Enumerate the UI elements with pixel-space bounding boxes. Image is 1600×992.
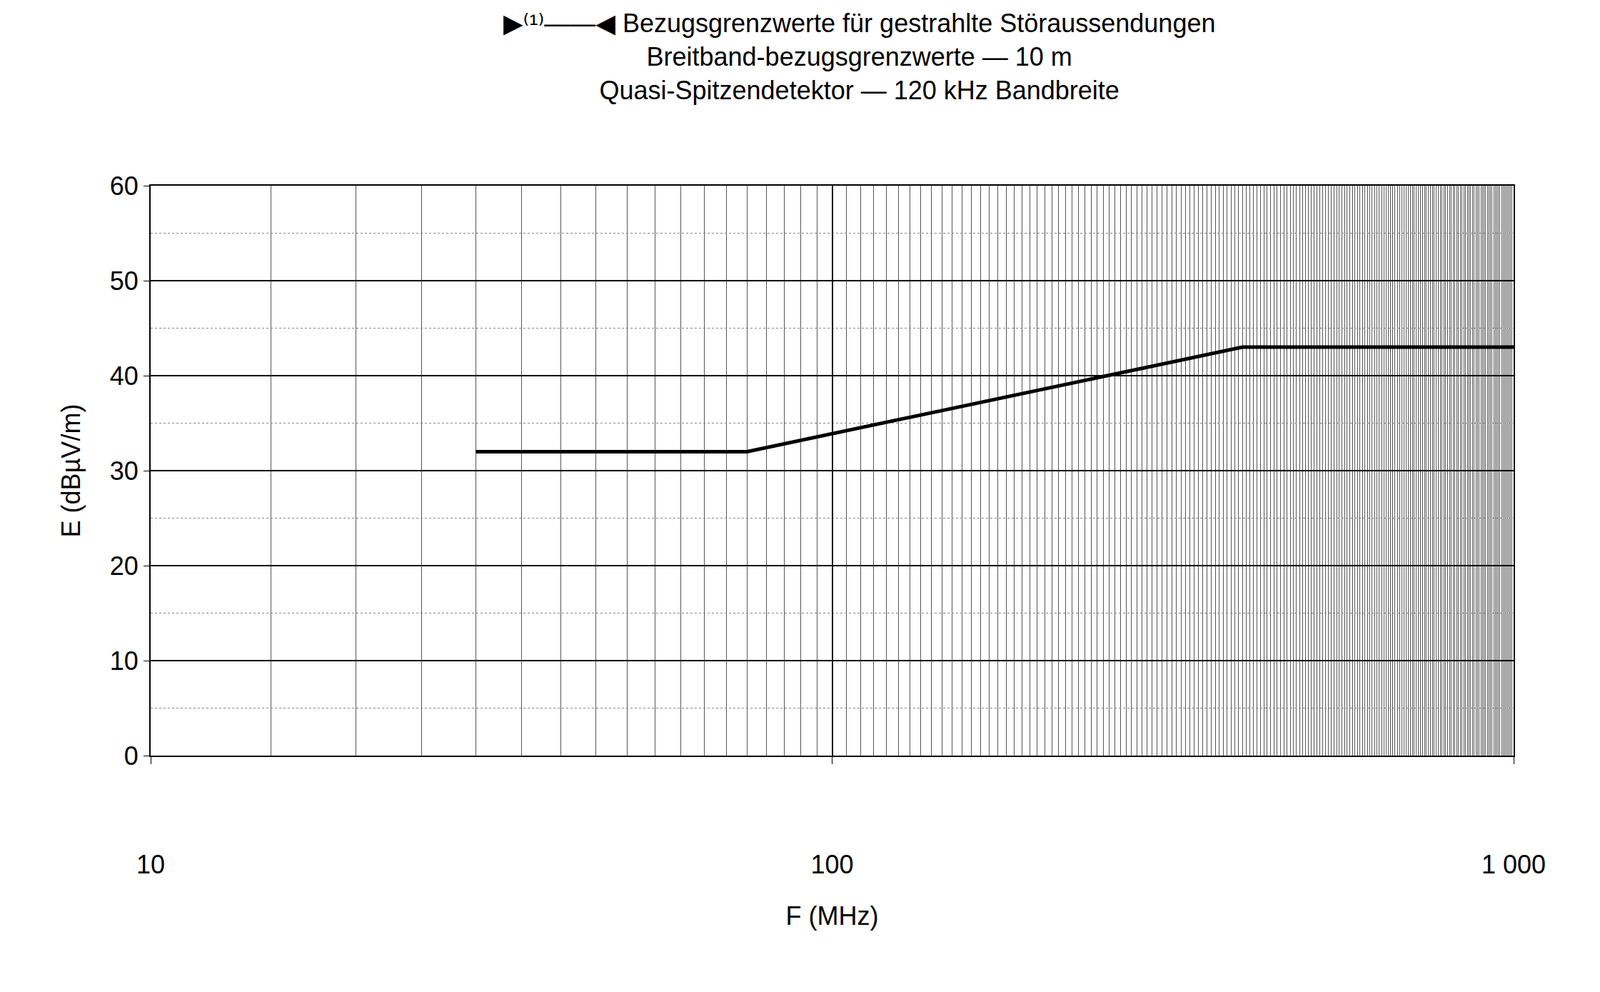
svg-text:20: 20 [109,551,139,581]
svg-text:30: 30 [109,456,139,486]
svg-text:100: 100 [810,849,854,879]
svg-text:50: 50 [109,266,139,296]
svg-text:E (dBµV/m): E (dBµV/m) [56,404,86,538]
svg-text:40: 40 [109,361,139,391]
svg-text:60: 60 [109,171,139,201]
svg-text:▶⁽¹⁾——◀ Bezugsgrenzwerte für g: ▶⁽¹⁾——◀ Bezugsgrenzwerte für gestrahlte … [503,8,1216,105]
svg-text:1 000: 1 000 [1481,849,1546,879]
svg-text:F (MHz): F (MHz) [786,901,879,931]
svg-text:10: 10 [136,849,165,879]
svg-text:0: 0 [124,741,139,771]
svg-text:10: 10 [109,646,139,676]
